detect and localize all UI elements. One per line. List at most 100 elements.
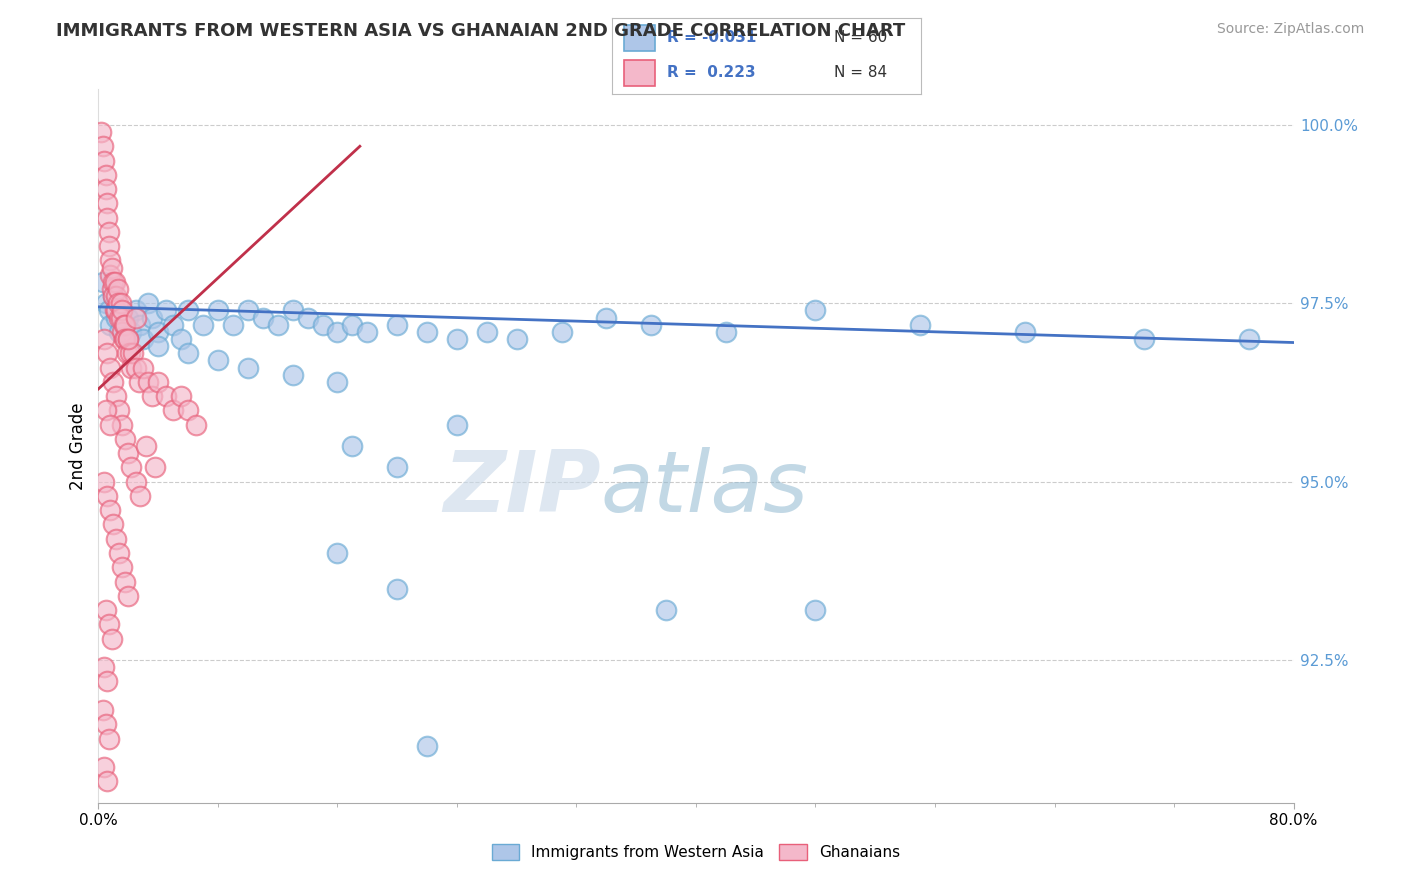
- Point: [98, 253, 122, 268]
- Point: [93, 475, 115, 489]
- Point: [117, 332, 139, 346]
- Point: [207, 303, 229, 318]
- Point: [236, 303, 259, 318]
- Point: [120, 360, 142, 375]
- Point: [129, 318, 152, 332]
- Point: [96, 774, 118, 789]
- Point: [94, 603, 117, 617]
- Point: [103, 375, 125, 389]
- Point: [98, 417, 122, 432]
- Text: ZIP: ZIP: [443, 447, 600, 531]
- Point: [94, 403, 117, 417]
- Point: [117, 332, 139, 346]
- Point: [342, 318, 364, 332]
- Point: [110, 310, 132, 325]
- Point: [101, 282, 124, 296]
- Point: [191, 318, 214, 332]
- Point: [103, 275, 125, 289]
- Point: [120, 460, 142, 475]
- Point: [112, 318, 135, 332]
- Point: [112, 332, 135, 346]
- Point: [107, 282, 129, 296]
- Point: [132, 360, 155, 375]
- Point: [1014, 325, 1036, 339]
- Point: [595, 310, 617, 325]
- Text: IMMIGRANTS FROM WESTERN ASIA VS GHANAIAN 2ND GRADE CORRELATION CHART: IMMIGRANTS FROM WESTERN ASIA VS GHANAIAN…: [56, 22, 905, 40]
- Point: [135, 439, 157, 453]
- Point: [108, 325, 131, 339]
- Point: [98, 360, 122, 375]
- Point: [97, 617, 120, 632]
- Point: [94, 182, 117, 196]
- Point: [108, 546, 131, 560]
- Point: [114, 318, 136, 332]
- Point: [342, 439, 364, 453]
- Point: [385, 318, 409, 332]
- Point: [169, 332, 191, 346]
- Point: [177, 303, 200, 318]
- Point: [129, 489, 152, 503]
- Point: [120, 325, 142, 339]
- Point: [222, 318, 245, 332]
- Point: [104, 275, 127, 289]
- Point: [108, 403, 131, 417]
- Point: [385, 460, 409, 475]
- Point: [114, 332, 136, 346]
- Point: [162, 318, 184, 332]
- Point: [105, 389, 128, 403]
- Point: [118, 346, 141, 360]
- Point: [281, 368, 304, 382]
- Point: [475, 325, 498, 339]
- Point: [93, 153, 115, 168]
- Point: [207, 353, 229, 368]
- Point: [96, 346, 118, 360]
- Point: [93, 760, 115, 774]
- Bar: [624, 60, 655, 87]
- Point: [98, 318, 122, 332]
- Point: [136, 296, 159, 310]
- Point: [103, 289, 125, 303]
- Point: [281, 303, 304, 318]
- Point: [98, 503, 122, 517]
- Point: [91, 275, 114, 289]
- Point: [446, 332, 468, 346]
- Point: [640, 318, 662, 332]
- Point: [155, 303, 177, 318]
- Point: [125, 475, 148, 489]
- Point: [115, 346, 138, 360]
- Point: [550, 325, 572, 339]
- Point: [101, 632, 124, 646]
- Point: [125, 360, 148, 375]
- Point: [110, 296, 132, 310]
- Point: [1237, 332, 1260, 346]
- Point: [177, 346, 200, 360]
- Point: [169, 389, 191, 403]
- Point: [162, 403, 184, 417]
- Point: [136, 375, 159, 389]
- Point: [96, 489, 118, 503]
- Point: [148, 339, 170, 353]
- Bar: [624, 25, 655, 51]
- Point: [356, 325, 378, 339]
- Point: [96, 196, 118, 211]
- Point: [91, 139, 114, 153]
- Point: [101, 260, 124, 275]
- Text: Source: ZipAtlas.com: Source: ZipAtlas.com: [1216, 22, 1364, 37]
- Point: [326, 546, 349, 560]
- Point: [141, 310, 163, 325]
- Point: [97, 303, 120, 318]
- Point: [91, 703, 114, 717]
- Point: [111, 560, 134, 574]
- Point: [908, 318, 931, 332]
- Point: [125, 303, 148, 318]
- Point: [311, 318, 333, 332]
- Point: [714, 325, 737, 339]
- Point: [90, 125, 112, 139]
- Point: [128, 375, 150, 389]
- Point: [416, 325, 439, 339]
- Point: [117, 310, 139, 325]
- Point: [98, 268, 122, 282]
- Point: [148, 375, 170, 389]
- Legend: Immigrants from Western Asia, Ghanaians: Immigrants from Western Asia, Ghanaians: [485, 838, 907, 866]
- Point: [97, 225, 120, 239]
